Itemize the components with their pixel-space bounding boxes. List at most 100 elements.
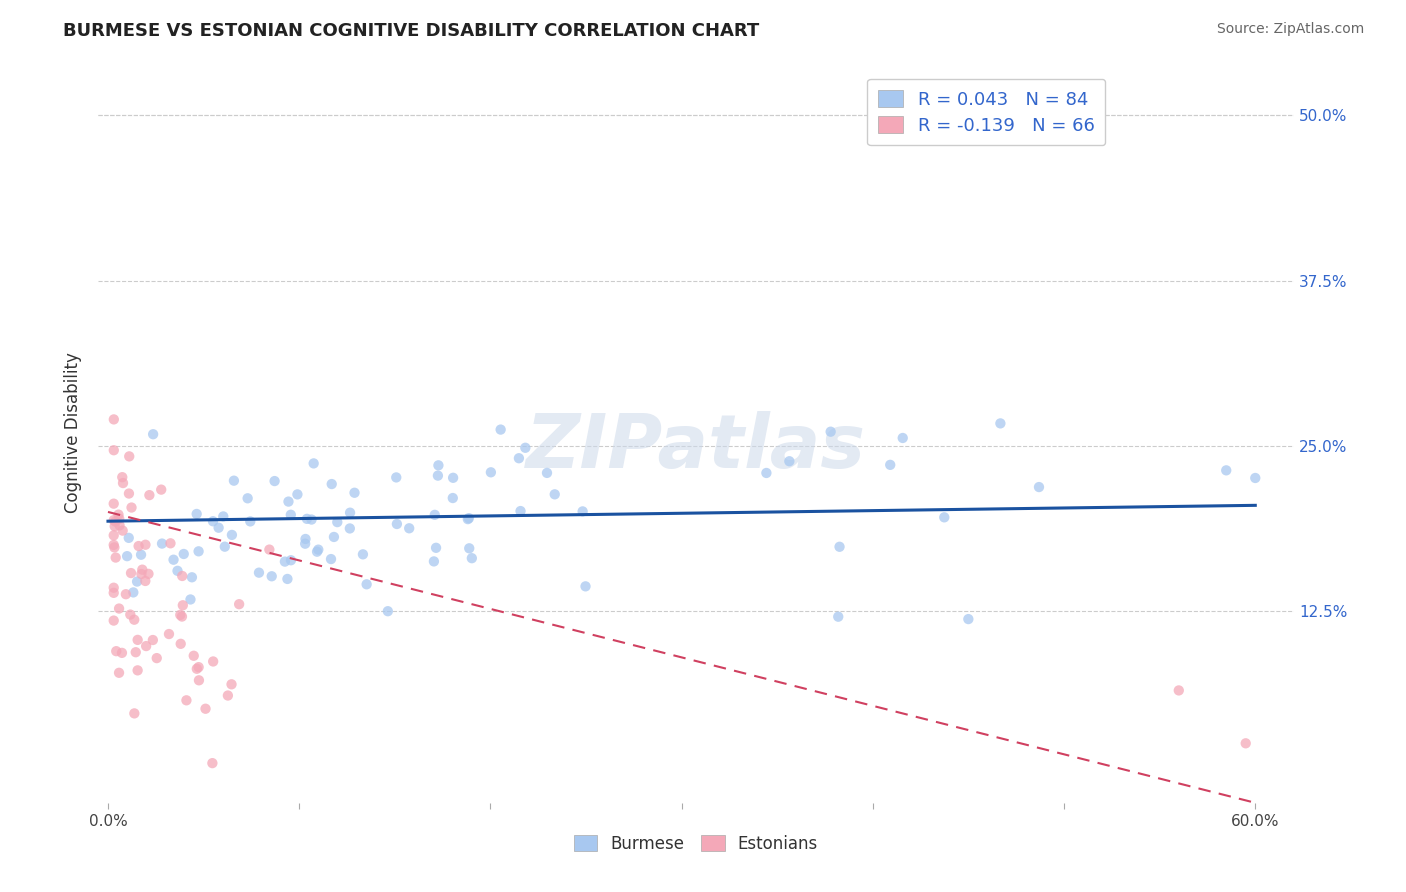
Point (128, 539, 150, 553)
Point (169, 607, 191, 622)
Point (221, 677, 243, 691)
Point (323, 530, 346, 544)
Point (187, 660, 209, 674)
Point (186, 507, 208, 521)
Point (145, 651, 167, 665)
Point (236, 491, 259, 506)
Point (891, 431, 914, 445)
Point (280, 553, 302, 567)
Text: ZIPatlas: ZIPatlas (526, 411, 866, 484)
Point (571, 504, 593, 518)
Y-axis label: Cognitive Disability: Cognitive Disability (65, 352, 83, 513)
Point (125, 645, 148, 659)
Point (207, 521, 229, 535)
Point (259, 542, 281, 557)
Point (1028, 480, 1050, 494)
Point (186, 662, 208, 676)
Point (127, 664, 149, 678)
Point (321, 477, 343, 491)
Text: BURMESE VS ESTONIAN COGNITIVE DISABILITY CORRELATION CHART: BURMESE VS ESTONIAN COGNITIVE DISABILITY… (63, 22, 759, 40)
Point (108, 665, 131, 680)
Point (305, 544, 328, 558)
Point (131, 567, 153, 582)
Point (489, 423, 512, 437)
Point (508, 451, 530, 466)
Point (343, 485, 366, 500)
Point (104, 519, 127, 533)
Point (150, 536, 173, 550)
Point (544, 487, 567, 501)
Point (115, 587, 138, 601)
Point (179, 592, 201, 607)
Point (307, 542, 329, 557)
Point (879, 458, 901, 472)
Point (108, 511, 131, 525)
Point (103, 541, 125, 555)
Point (398, 521, 420, 535)
Point (509, 504, 531, 518)
Point (441, 491, 464, 505)
Point (170, 609, 193, 624)
Point (423, 554, 446, 568)
Point (377, 604, 399, 618)
Point (108, 601, 131, 615)
Point (457, 512, 479, 526)
Point (105, 644, 128, 658)
Point (221, 528, 243, 542)
Point (120, 607, 142, 622)
Point (131, 563, 153, 577)
Point (276, 572, 298, 586)
Point (103, 528, 125, 542)
Point (134, 574, 156, 588)
Point (138, 566, 160, 581)
Point (122, 585, 145, 599)
Point (247, 566, 270, 580)
Point (125, 574, 148, 589)
Point (385, 516, 408, 531)
Point (1215, 463, 1237, 477)
Point (277, 494, 299, 508)
Point (104, 550, 127, 565)
Point (124, 706, 146, 721)
Point (107, 508, 129, 522)
Point (339, 506, 361, 520)
Point (187, 544, 209, 558)
Point (120, 566, 142, 580)
Point (104, 515, 127, 529)
Point (426, 468, 449, 483)
Point (176, 693, 198, 707)
Point (990, 417, 1012, 431)
Point (201, 514, 224, 528)
Point (122, 613, 145, 627)
Point (135, 639, 157, 653)
Point (222, 474, 245, 488)
Point (352, 547, 374, 561)
Point (118, 450, 141, 464)
Point (385, 470, 408, 484)
Point (294, 537, 316, 551)
Point (121, 500, 143, 515)
Point (103, 586, 125, 600)
Point (458, 541, 481, 556)
Point (319, 552, 342, 566)
Point (301, 512, 323, 526)
Point (260, 569, 283, 583)
Point (172, 569, 194, 583)
Point (214, 540, 236, 554)
Point (138, 488, 160, 502)
Point (294, 532, 316, 546)
Point (1244, 471, 1267, 485)
Point (142, 633, 165, 648)
Point (111, 646, 134, 660)
Point (157, 627, 180, 641)
Point (239, 515, 262, 529)
Point (201, 756, 224, 771)
Point (142, 427, 165, 442)
Point (326, 515, 349, 529)
Point (108, 518, 131, 533)
Point (217, 689, 239, 703)
Point (280, 508, 302, 522)
Point (287, 487, 309, 501)
Point (828, 540, 851, 554)
Point (339, 521, 361, 535)
